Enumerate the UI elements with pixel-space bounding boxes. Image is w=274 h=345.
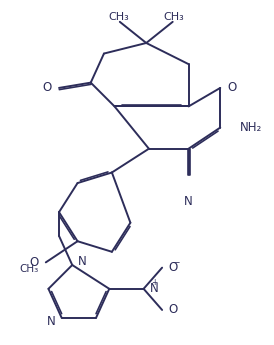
Text: O: O — [169, 304, 178, 316]
Text: +: + — [152, 278, 158, 287]
Text: CH₃: CH₃ — [164, 12, 184, 22]
Text: CH₃: CH₃ — [108, 12, 129, 22]
Text: N: N — [149, 282, 158, 295]
Text: O: O — [228, 81, 237, 95]
Text: NH₂: NH₂ — [240, 121, 262, 134]
Text: O: O — [42, 81, 52, 95]
Text: −: − — [172, 257, 179, 266]
Text: O: O — [29, 256, 38, 269]
Text: O: O — [169, 261, 178, 274]
Text: N: N — [47, 315, 56, 327]
Text: CH₃: CH₃ — [19, 264, 38, 274]
Text: N: N — [184, 195, 193, 208]
Text: N: N — [78, 255, 87, 268]
